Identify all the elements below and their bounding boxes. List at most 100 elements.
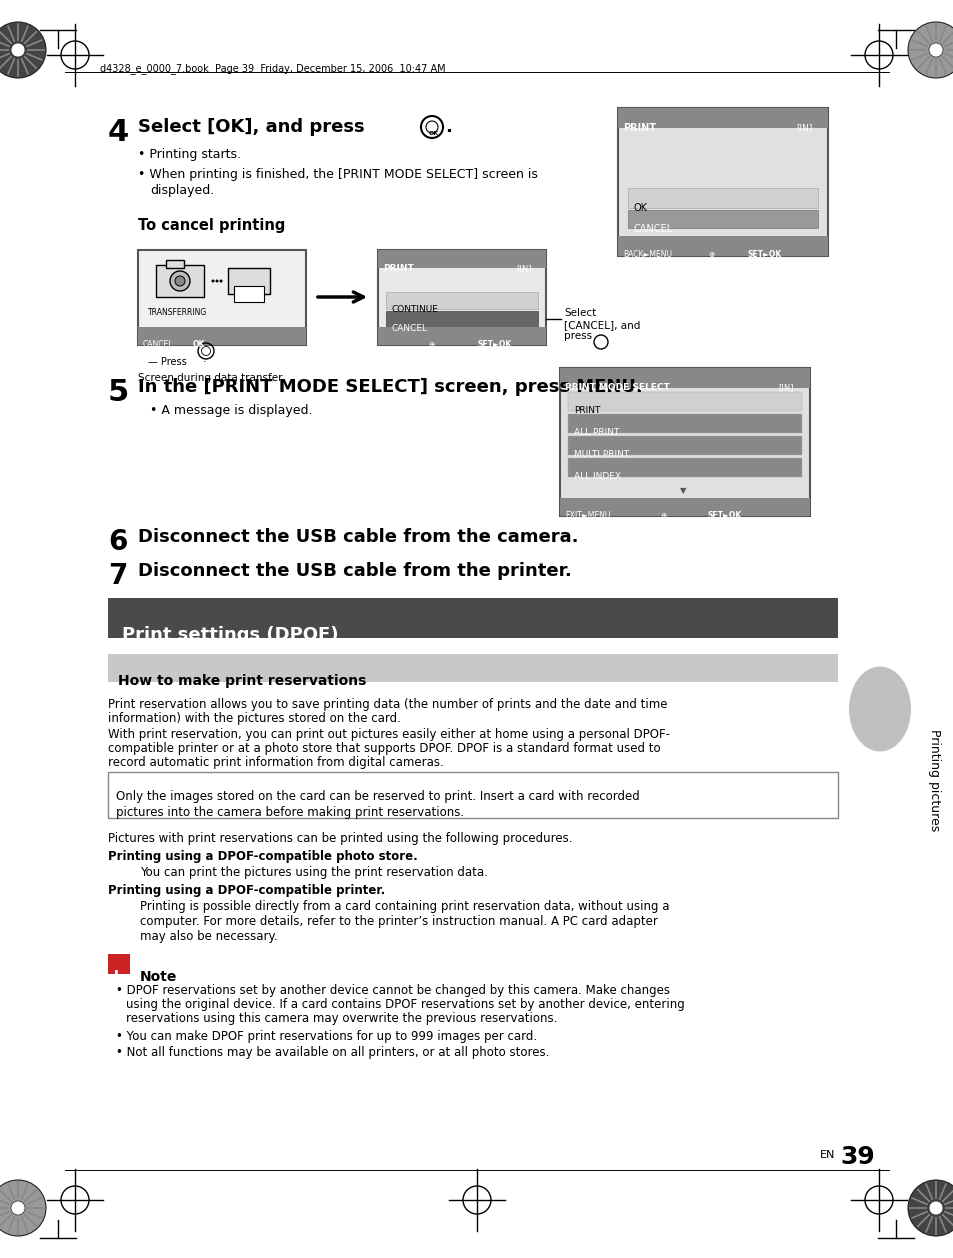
Text: • You can make DPOF print reservations for up to 999 images per card.: • You can make DPOF print reservations f…: [116, 1030, 537, 1043]
Text: SET►OK: SET►OK: [747, 250, 781, 259]
Text: Select [OK], and press: Select [OK], and press: [138, 118, 364, 136]
Text: Only the images stored on the card can be reserved to print. Insert a card with : Only the images stored on the card can b…: [116, 790, 639, 803]
Text: .: .: [444, 118, 452, 136]
Circle shape: [219, 279, 222, 283]
Text: PRINT: PRINT: [574, 406, 599, 415]
Circle shape: [215, 279, 218, 283]
Text: • When printing is finished, the [PRINT MODE SELECT] screen is: • When printing is finished, the [PRINT …: [138, 169, 537, 181]
Text: With print reservation, you can print out pictures easily either at home using a: With print reservation, you can print ou…: [108, 728, 669, 741]
Bar: [233, 286, 264, 302]
Circle shape: [928, 1201, 942, 1215]
Text: How to make print reservations: How to make print reservations: [118, 674, 366, 688]
Bar: [138, 327, 306, 345]
Text: CONTINUE: CONTINUE: [392, 304, 438, 314]
Text: Pictures with print reservations can be printed using the following procedures.: Pictures with print reservations can be …: [108, 832, 572, 845]
Text: Note: Note: [140, 970, 177, 984]
Bar: [108, 772, 837, 818]
Bar: [377, 250, 545, 345]
Text: pictures into the camera before making print reservations.: pictures into the camera before making p…: [116, 806, 464, 819]
Bar: [386, 292, 537, 309]
Bar: [377, 250, 545, 268]
Text: Print settings (DPOF): Print settings (DPOF): [122, 626, 338, 644]
Text: 39: 39: [840, 1145, 874, 1169]
Circle shape: [0, 1180, 46, 1237]
Text: ⊕: ⊕: [659, 511, 666, 520]
Bar: [559, 369, 809, 516]
Text: Printing using a DPOF-compatible photo store.: Printing using a DPOF-compatible photo s…: [108, 850, 417, 863]
Bar: [156, 265, 204, 297]
Text: [IN]: [IN]: [516, 264, 531, 273]
Bar: [567, 392, 801, 411]
Text: CANCEL: CANCEL: [392, 325, 428, 333]
Bar: [618, 108, 827, 128]
Text: reservations using this camera may overwrite the previous reservations.: reservations using this camera may overw…: [126, 1011, 557, 1025]
Text: 5: 5: [108, 377, 129, 408]
Bar: [559, 498, 809, 516]
Text: information) with the pictures stored on the card.: information) with the pictures stored on…: [108, 712, 400, 725]
Bar: [228, 268, 270, 294]
Ellipse shape: [848, 667, 910, 751]
Text: Printing pictures: Printing pictures: [927, 728, 941, 832]
Bar: [627, 210, 817, 228]
Text: PRINT: PRINT: [382, 264, 414, 273]
Text: [IN]: [IN]: [778, 382, 793, 392]
Circle shape: [170, 270, 190, 291]
Text: • Not all functions may be available on all printers, or at all photo stores.: • Not all functions may be available on …: [116, 1045, 549, 1059]
Text: You can print the pictures using the print reservation data.: You can print the pictures using the pri…: [140, 866, 487, 879]
Text: ALL INDEX: ALL INDEX: [574, 472, 620, 481]
Bar: [377, 327, 545, 345]
Bar: [559, 369, 809, 387]
Text: ⊕: ⊕: [428, 340, 434, 348]
Bar: [138, 250, 306, 345]
Text: displayed.: displayed.: [150, 184, 214, 198]
Circle shape: [0, 21, 46, 78]
Text: • Printing starts.: • Printing starts.: [138, 148, 241, 161]
Circle shape: [11, 1201, 25, 1215]
Bar: [567, 437, 801, 455]
Text: ▼: ▼: [679, 486, 686, 494]
Text: OK: OK: [429, 131, 438, 136]
Text: • DPOF reservations set by another device cannot be changed by this camera. Make: • DPOF reservations set by another devic…: [116, 984, 669, 998]
Bar: [108, 954, 130, 974]
Text: Printing is possible directly from a card containing print reservation data, wit: Printing is possible directly from a car…: [140, 899, 669, 913]
Circle shape: [907, 1180, 953, 1237]
Text: EXIT►MENU: EXIT►MENU: [564, 511, 610, 520]
Text: !: !: [112, 970, 120, 985]
Text: ⊕: ⊕: [707, 250, 714, 259]
Text: Disconnect the USB cable from the camera.: Disconnect the USB cable from the camera…: [138, 528, 578, 546]
Bar: [627, 187, 817, 208]
Text: — Press: — Press: [148, 357, 187, 367]
Bar: [108, 654, 837, 682]
Text: Select
[CANCEL], and
press: Select [CANCEL], and press: [563, 308, 639, 341]
Bar: [567, 414, 801, 433]
Bar: [618, 237, 827, 255]
Text: To cancel printing: To cancel printing: [138, 218, 285, 233]
Text: • A message is displayed.: • A message is displayed.: [150, 404, 313, 416]
Text: d4328_e_0000_7.book  Page 39  Friday, December 15, 2006  10:47 AM: d4328_e_0000_7.book Page 39 Friday, Dece…: [100, 63, 445, 74]
Text: 6: 6: [108, 528, 128, 556]
Text: may also be necessary.: may also be necessary.: [140, 930, 277, 944]
Text: TRANSFERRING: TRANSFERRING: [148, 308, 207, 317]
Circle shape: [907, 21, 953, 78]
Text: ALL PRINT: ALL PRINT: [574, 428, 618, 437]
Circle shape: [212, 279, 214, 283]
Text: CANCEL: CANCEL: [143, 340, 173, 348]
Bar: [618, 108, 827, 255]
Text: Print reservation allows you to save printing data (the number of prints and the: Print reservation allows you to save pri…: [108, 698, 667, 711]
Text: record automatic print information from digital cameras.: record automatic print information from …: [108, 756, 443, 769]
Text: [IN]: [IN]: [795, 123, 812, 132]
Text: OK: OK: [193, 340, 205, 348]
Text: CANCEL: CANCEL: [634, 224, 673, 234]
Text: Printing using a DPOF-compatible printer.: Printing using a DPOF-compatible printer…: [108, 884, 385, 897]
Text: In the [PRINT MODE SELECT] screen, press MENU.: In the [PRINT MODE SELECT] screen, press…: [138, 377, 642, 396]
Text: computer. For more details, refer to the printer’s instruction manual. A PC card: computer. For more details, refer to the…: [140, 915, 658, 928]
Text: SET►OK: SET►OK: [477, 340, 512, 348]
Text: using the original device. If a card contains DPOF reservations set by another d: using the original device. If a card con…: [126, 998, 684, 1011]
Text: 4: 4: [108, 118, 129, 147]
Text: 7: 7: [108, 562, 128, 590]
Text: compatible printer or at a photo store that supports DPOF. DPOF is a standard fo: compatible printer or at a photo store t…: [108, 742, 659, 755]
Circle shape: [11, 43, 25, 57]
Text: .: .: [203, 353, 207, 364]
Text: BACK►MENU: BACK►MENU: [622, 250, 671, 259]
Text: MULTI PRINT: MULTI PRINT: [574, 450, 629, 459]
